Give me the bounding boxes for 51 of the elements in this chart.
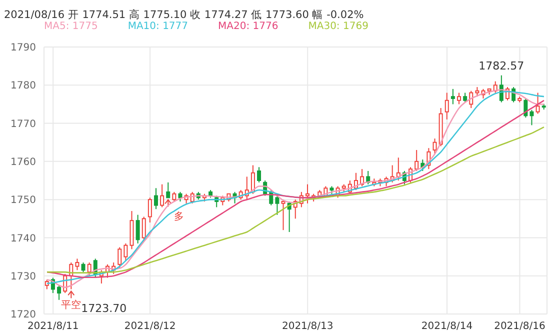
candlestick: [172, 191, 176, 202]
text: MA20: 1776: [218, 21, 278, 32]
candlestick: [178, 191, 182, 202]
candlestick: [166, 182, 170, 198]
text: MA10: 1777: [128, 21, 188, 32]
candlestick: [275, 195, 280, 216]
x-tick-label: 2021/8/14: [421, 321, 473, 331]
x-tick-label: 2021/8/11: [27, 321, 79, 331]
candlestick: [44, 279, 49, 290]
candlestick: [432, 138, 437, 154]
candlestick: [57, 284, 62, 300]
candlestick: [450, 88, 455, 105]
candlestick: [463, 92, 468, 103]
chart-title: 2021/08/16 开 1774.51 高 1775.10 收 1774.27 低 1773.60 幅 -0.02%: [4, 8, 364, 22]
y-tick-label: 1770: [10, 118, 36, 130]
candlestick: [306, 184, 310, 204]
candlestick: [87, 262, 92, 276]
candlestick: [160, 184, 164, 208]
x-tick-label: 2021/8/13: [282, 321, 334, 331]
x-tick-label: 2021/8/16: [494, 321, 546, 331]
y-tick-label: 1730: [10, 271, 36, 282]
text: MA5: 1775: [44, 21, 98, 32]
candlestick: [444, 92, 449, 120]
y-tick-label: 1790: [10, 42, 36, 54]
annotation: 平空: [61, 299, 82, 312]
candlestick: [81, 262, 86, 273]
y-tick-label: 1720: [10, 310, 36, 321]
candlestick: [118, 246, 122, 269]
candlestick: [124, 242, 128, 262]
candlestick: [154, 188, 158, 210]
candlestick: [257, 166, 262, 183]
candlestick: [360, 168, 364, 187]
annotation: 1782.57: [478, 59, 524, 72]
candlestick: [475, 86, 480, 98]
y-tick-label: 1750: [10, 195, 36, 206]
annotation: 多: [174, 210, 184, 223]
candlestick: [75, 258, 80, 271]
y-tick-label: 1740: [10, 233, 36, 244]
x-tick-label: 2021/8/12: [124, 321, 176, 331]
y-tick-label: 1760: [10, 156, 36, 168]
text: MA30: 1769: [308, 21, 368, 32]
candlestick: [536, 92, 540, 114]
candlestick: [524, 98, 528, 118]
candlestick: [414, 149, 419, 172]
y-tick-label: 1780: [10, 80, 36, 92]
candlestick: [148, 197, 152, 223]
candlestick: [281, 199, 286, 231]
candlestick: [530, 109, 534, 126]
candlestick: [136, 214, 140, 244]
candlestick: [457, 92, 462, 105]
annotation: 1723.70: [81, 302, 127, 315]
